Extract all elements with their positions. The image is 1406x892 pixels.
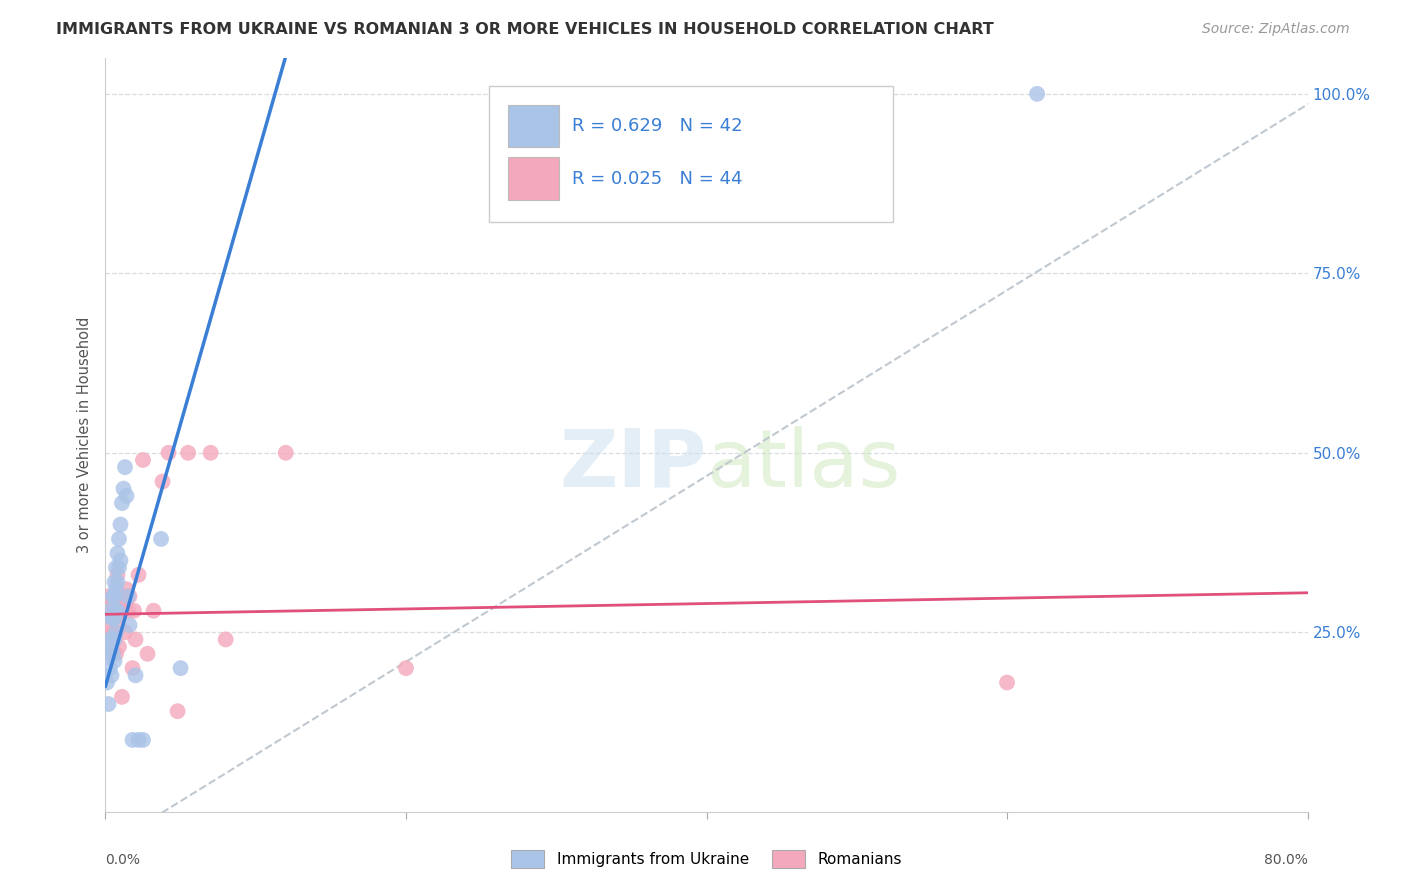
- Text: atlas: atlas: [707, 426, 901, 504]
- Point: [118, 618, 141, 632]
- Point: [121, 661, 143, 675]
- Point: [110, 517, 132, 532]
- Point: [103, 632, 125, 647]
- Point: [104, 560, 127, 574]
- Point: [157, 446, 180, 460]
- Point: [101, 597, 124, 611]
- Point: [101, 647, 124, 661]
- Text: IMMIGRANTS FROM UKRAINE VS ROMANIAN 3 OR MORE VEHICLES IN HOUSEHOLD CORRELATION : IMMIGRANTS FROM UKRAINE VS ROMANIAN 3 OR…: [56, 22, 994, 37]
- Point: [108, 560, 131, 574]
- Point: [103, 611, 125, 625]
- Point: [132, 733, 155, 747]
- Point: [115, 489, 138, 503]
- FancyBboxPatch shape: [508, 158, 558, 200]
- Point: [108, 611, 131, 625]
- Text: ZIP: ZIP: [560, 426, 707, 504]
- Point: [114, 625, 136, 640]
- Point: [107, 567, 129, 582]
- Point: [98, 632, 121, 647]
- Point: [136, 647, 159, 661]
- Point: [101, 632, 124, 647]
- Point: [128, 733, 150, 747]
- Point: [103, 611, 125, 625]
- Point: [121, 733, 143, 747]
- Point: [100, 668, 122, 682]
- Point: [104, 604, 127, 618]
- Y-axis label: 3 or more Vehicles in Household: 3 or more Vehicles in Household: [77, 317, 93, 553]
- Point: [111, 496, 134, 510]
- Point: [124, 668, 146, 682]
- Point: [114, 597, 136, 611]
- Point: [100, 632, 122, 647]
- Point: [101, 590, 124, 604]
- Point: [152, 475, 174, 489]
- Point: [177, 446, 200, 460]
- Point: [115, 582, 138, 597]
- Point: [96, 675, 118, 690]
- Text: 80.0%: 80.0%: [1264, 853, 1308, 867]
- Point: [98, 625, 121, 640]
- Point: [104, 625, 127, 640]
- Point: [100, 611, 122, 625]
- Point: [107, 604, 129, 618]
- FancyBboxPatch shape: [508, 104, 558, 147]
- Point: [169, 661, 191, 675]
- Point: [100, 640, 122, 654]
- Point: [103, 590, 125, 604]
- Point: [98, 647, 121, 661]
- Text: R = 0.629   N = 42: R = 0.629 N = 42: [572, 117, 742, 135]
- Point: [1026, 87, 1049, 101]
- Point: [103, 632, 125, 647]
- Point: [114, 460, 136, 475]
- Point: [104, 647, 127, 661]
- Point: [132, 453, 155, 467]
- Point: [103, 574, 125, 589]
- Text: Source: ZipAtlas.com: Source: ZipAtlas.com: [1202, 22, 1350, 37]
- Point: [274, 446, 297, 460]
- Point: [214, 632, 236, 647]
- Point: [107, 546, 129, 560]
- Point: [112, 482, 135, 496]
- Point: [111, 690, 134, 704]
- Point: [98, 661, 121, 675]
- Point: [122, 604, 145, 618]
- Point: [103, 654, 125, 668]
- Text: 0.0%: 0.0%: [105, 853, 141, 867]
- Point: [104, 625, 127, 640]
- Point: [124, 632, 146, 647]
- Point: [128, 567, 150, 582]
- Point: [110, 604, 132, 618]
- Point: [101, 611, 124, 625]
- Point: [117, 590, 139, 604]
- Point: [110, 553, 132, 567]
- Point: [97, 647, 120, 661]
- Point: [150, 532, 173, 546]
- Point: [108, 640, 131, 654]
- Point: [107, 597, 129, 611]
- Point: [101, 625, 124, 640]
- Point: [117, 604, 139, 618]
- Point: [104, 582, 127, 597]
- Point: [142, 604, 165, 618]
- Point: [200, 446, 222, 460]
- Point: [101, 647, 124, 661]
- Point: [100, 604, 122, 618]
- Point: [118, 590, 141, 604]
- Point: [395, 661, 418, 675]
- Point: [166, 704, 188, 718]
- Legend: Immigrants from Ukraine, Romanians: Immigrants from Ukraine, Romanians: [503, 843, 910, 876]
- Point: [98, 604, 121, 618]
- Point: [97, 697, 120, 711]
- Text: R = 0.025   N = 44: R = 0.025 N = 44: [572, 169, 742, 187]
- Point: [108, 532, 131, 546]
- Point: [995, 675, 1018, 690]
- FancyBboxPatch shape: [489, 86, 893, 222]
- Point: [103, 590, 125, 604]
- Point: [104, 604, 127, 618]
- Point: [112, 590, 135, 604]
- Point: [97, 590, 120, 604]
- Point: [97, 632, 120, 647]
- Point: [96, 611, 118, 625]
- Point: [107, 574, 129, 589]
